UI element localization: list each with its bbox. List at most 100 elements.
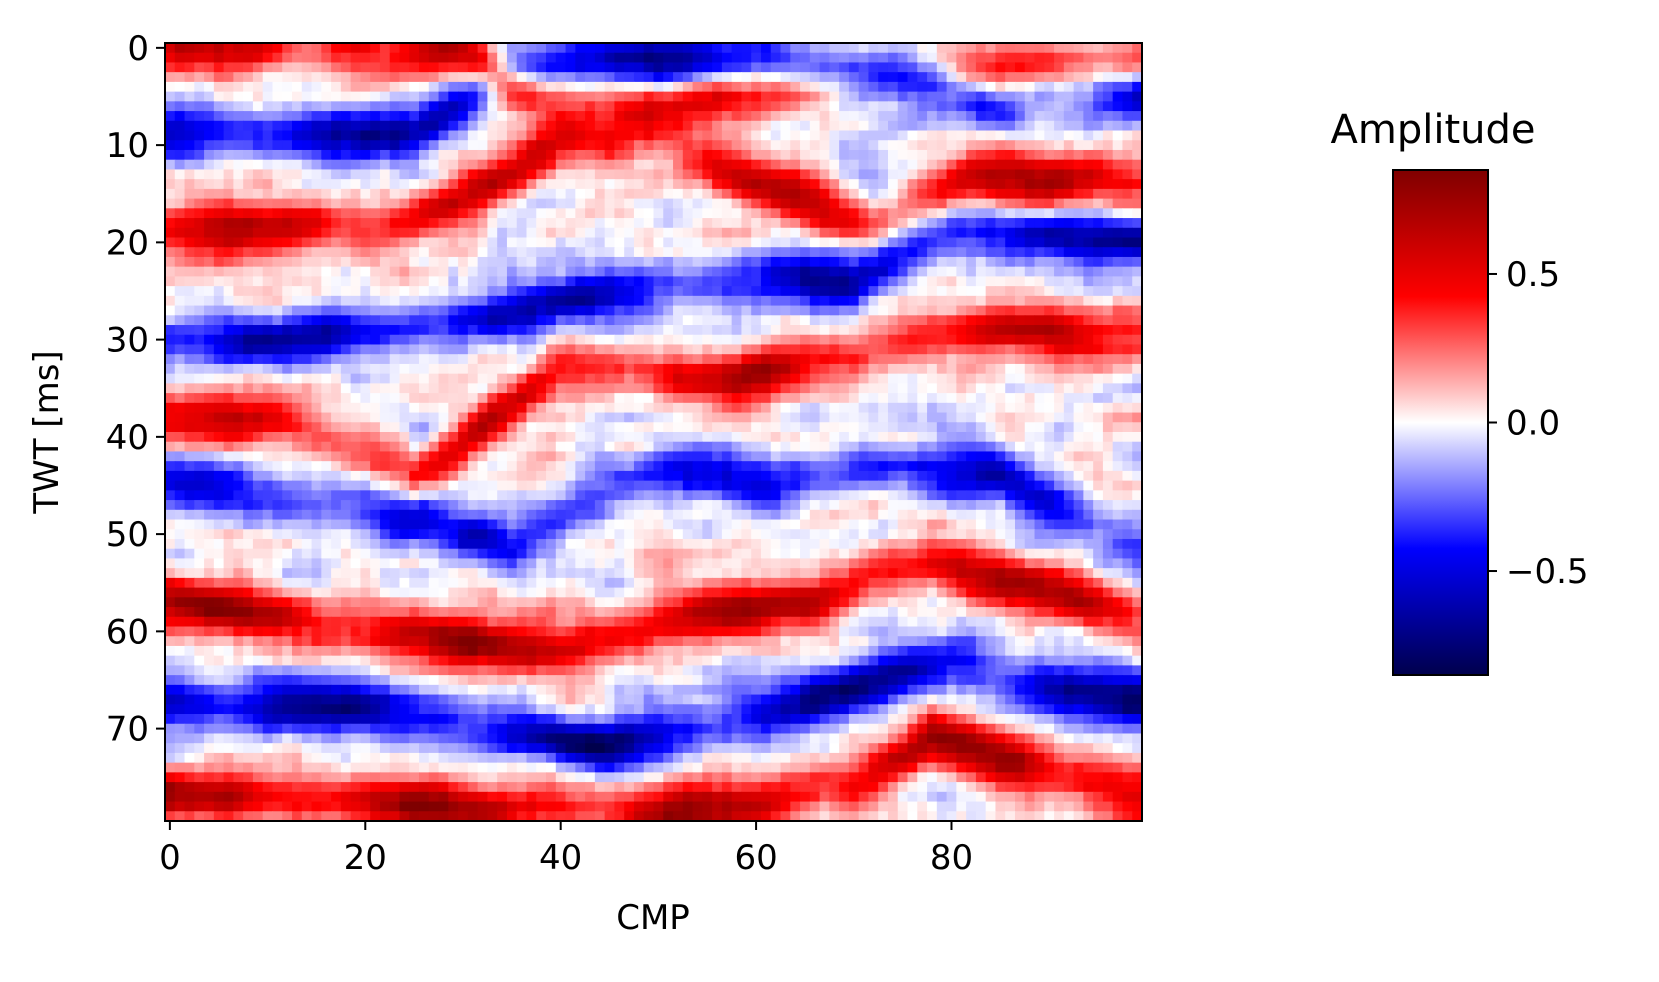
heatmap-cell [399,140,410,151]
heatmap-cell [887,373,899,384]
heatmap-cell [643,402,655,414]
heatmap-cell [184,52,195,64]
heatmap-cell [614,363,625,375]
heatmap-cell [633,120,645,132]
heatmap-cell [839,461,850,472]
heatmap-cell [350,441,361,453]
heatmap-cell [370,266,381,277]
heatmap-cell [780,334,791,346]
heatmap-cell [917,441,928,453]
heatmap-cell [712,247,723,258]
heatmap-cell [1054,354,1065,365]
heatmap-cell [1024,227,1036,239]
heatmap-cell [760,412,772,423]
heatmap-cell [712,422,723,433]
heatmap-cell [487,373,498,384]
heatmap-cell [741,111,752,122]
heatmap-cell [604,461,616,472]
heatmap-cell [184,179,195,190]
heatmap-cell [692,422,703,433]
heatmap-cell [340,305,352,316]
heatmap-cell [887,412,899,423]
heatmap-cell [350,422,361,433]
heatmap-cell [204,62,215,73]
heatmap-cell [204,305,215,316]
heatmap-cell [907,325,918,336]
heatmap-cell [682,441,694,453]
heatmap-cell [712,91,723,102]
heatmap-cell [379,237,391,248]
heatmap-cell [458,140,469,151]
heatmap-cell [887,422,899,433]
heatmap-cell [516,169,528,180]
heatmap-cell [770,62,782,73]
heatmap-cell [428,500,440,511]
heatmap-cell [780,256,791,268]
heatmap-cell [526,120,537,132]
heatmap-cell [389,286,401,297]
heatmap-cell [1005,120,1016,132]
heatmap-cell [682,256,694,268]
heatmap-cell [741,461,752,472]
heatmap-cell [438,188,449,200]
heatmap-cell [751,393,762,404]
heatmap-cell [252,72,264,83]
heatmap-cell [321,149,332,161]
heatmap-cell [204,451,215,462]
heatmap-cell [731,509,743,521]
heatmap-cell [1054,140,1065,151]
heatmap-cell [311,500,322,511]
heatmap-cell [819,286,830,297]
heatmap-cell [546,179,557,190]
heatmap-cell [839,247,850,258]
heatmap-cell [673,315,684,326]
heatmap-cell [467,325,479,336]
heatmap-cell [790,441,801,453]
heatmap-cell [419,179,430,190]
heatmap-cell [702,315,713,326]
heatmap-cell [721,227,733,239]
heatmap-cell [594,354,606,365]
heatmap-cell [546,295,557,307]
heatmap-cell [897,188,909,200]
heatmap-cell [340,325,352,336]
heatmap-cell [624,432,635,443]
heatmap-cell [1102,451,1114,462]
heatmap-cell [575,461,586,472]
heatmap-cell [839,43,850,54]
heatmap-cell [1005,393,1016,404]
heatmap-cell [1112,315,1124,326]
heatmap-cell [252,354,264,365]
heatmap-cell [946,149,957,161]
heatmap-cell [389,188,401,200]
heatmap-cell [790,500,801,511]
heatmap-cell [272,393,283,404]
heatmap-cell [897,470,909,482]
heatmap-cell [878,432,889,443]
heatmap-cell [546,363,557,375]
heatmap-cell [174,227,186,239]
heatmap-cell [536,208,547,219]
heatmap-cell [1112,383,1124,394]
heatmap-cell [370,470,381,482]
heatmap-cell [233,325,244,336]
heatmap-cell [360,490,371,501]
heatmap-cell [800,383,811,394]
heatmap-cell [1044,52,1055,64]
heatmap-cell [946,81,957,93]
heatmap-cell [555,120,567,132]
heatmap-cell [565,509,576,521]
heatmap-cell [760,140,772,151]
heatmap-cell [555,256,567,268]
heatmap-cell [370,256,381,268]
heatmap-cell [956,120,967,132]
heatmap-cell [858,432,870,443]
heatmap-cell [585,480,596,491]
heatmap-cell [966,276,977,287]
heatmap-cell [487,315,498,326]
heatmap-cell [653,451,664,462]
heatmap-cell [790,52,801,64]
heatmap-cell [966,72,977,83]
heatmap-cell [262,198,274,209]
heatmap-cell [956,461,967,472]
